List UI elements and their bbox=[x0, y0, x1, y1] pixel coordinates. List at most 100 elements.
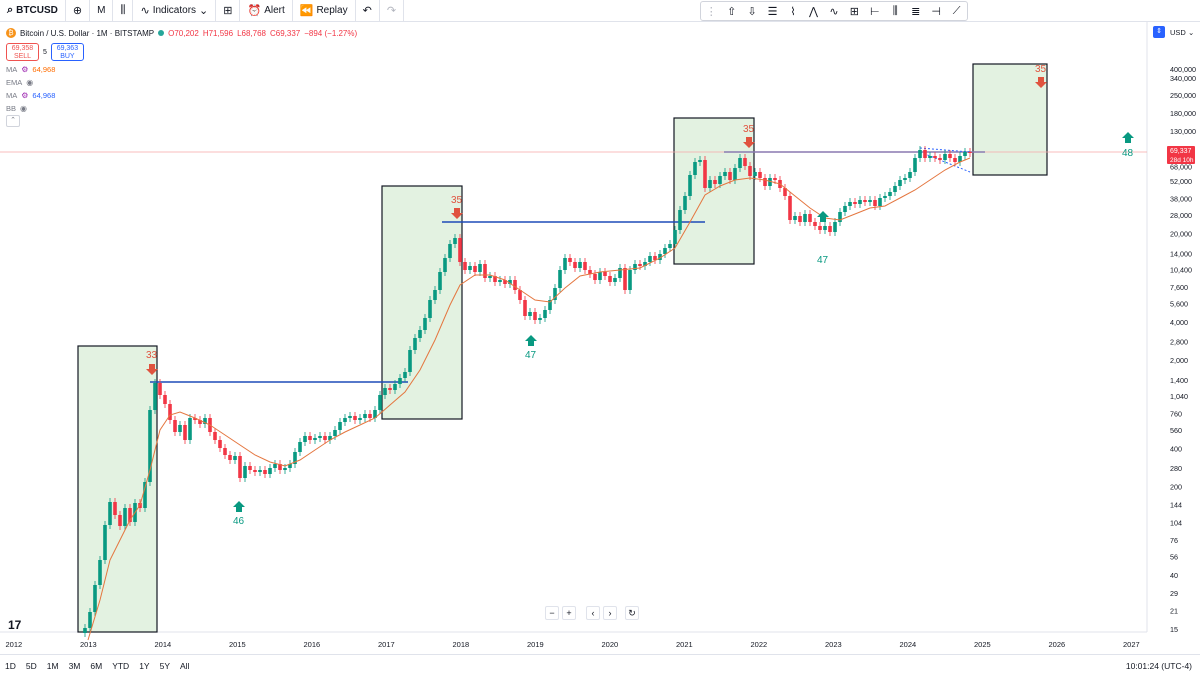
market-open-dot bbox=[158, 30, 165, 36]
eye-icon[interactable]: ◉ bbox=[26, 78, 34, 87]
candles-icon: ⫼ bbox=[120, 4, 126, 16]
arrow-down-tool-icon[interactable]: ⇩ bbox=[747, 5, 757, 18]
candle-body bbox=[158, 383, 162, 395]
zoom-out-button[interactable]: − bbox=[545, 606, 559, 620]
legend-high: H71,596 bbox=[202, 28, 234, 38]
price-chart[interactable]: 400,000340,000250,000180,000130,00094,00… bbox=[0, 22, 1200, 654]
down-arrow-marker bbox=[451, 208, 463, 219]
replay-button[interactable]: ⏪ Replay bbox=[293, 0, 356, 22]
candle-body bbox=[738, 158, 742, 168]
alert-button[interactable]: ⏰ Alert bbox=[240, 0, 293, 22]
arrow-up-tool-icon[interactable]: ⇧ bbox=[727, 5, 737, 18]
layout-button[interactable]: ⊞ bbox=[216, 0, 241, 22]
candle-body bbox=[643, 262, 647, 266]
horizontal-ray-tool-icon[interactable]: ⊣ bbox=[931, 5, 941, 18]
scroll-left-button[interactable]: ‹ bbox=[586, 606, 600, 620]
candle-body bbox=[953, 158, 957, 162]
price-tick-label: 180,000 bbox=[1170, 109, 1196, 118]
range-1m-button[interactable]: 1M bbox=[46, 660, 59, 671]
bars-pattern-tool-icon[interactable]: ⫼ bbox=[892, 4, 898, 17]
scroll-right-button[interactable]: › bbox=[603, 606, 617, 620]
trend-line-tool-icon[interactable]: ⟋ bbox=[952, 4, 961, 17]
candle-body bbox=[733, 168, 737, 180]
eye-icon[interactable]: ◉ bbox=[20, 104, 27, 113]
range-3m-button[interactable]: 3M bbox=[68, 660, 81, 671]
alarm-clock-icon: ⏰ bbox=[247, 5, 262, 17]
last-price-label: 69,337 bbox=[1170, 148, 1192, 155]
date-range-tool-icon[interactable]: ⊢ bbox=[870, 5, 880, 18]
range-ytd-button[interactable]: YTD bbox=[112, 660, 130, 671]
buy-label: BUY bbox=[60, 53, 75, 60]
collapse-legend-button[interactable]: ⌃ bbox=[6, 115, 20, 127]
range-1d-button[interactable]: 1D bbox=[5, 660, 16, 671]
candle-body bbox=[728, 172, 732, 180]
indicator-ma-1[interactable]: MA ⚙ 64,968 bbox=[6, 63, 357, 76]
currency-select[interactable]: USD ⌄ bbox=[1170, 28, 1194, 37]
price-tick-label: 1,400 bbox=[1170, 376, 1188, 385]
time-tick-label: 2015 bbox=[229, 640, 246, 649]
candle-body bbox=[683, 196, 687, 210]
candle-body bbox=[283, 468, 287, 470]
candle-body bbox=[153, 383, 157, 410]
range-1y-button[interactable]: 1Y bbox=[139, 660, 150, 671]
range-bar: 1D 5D 1M 3M 6M YTD 1Y 5Y All 10:01:24 (U… bbox=[0, 654, 1200, 676]
up-arrow-marker bbox=[525, 335, 537, 346]
settings-icon[interactable]: ⚙ bbox=[21, 65, 29, 74]
candle-body bbox=[178, 425, 182, 432]
zoom-in-button[interactable]: + bbox=[562, 606, 576, 620]
range-all-button[interactable]: All bbox=[180, 660, 190, 671]
price-tick-label: 5,600 bbox=[1170, 300, 1188, 309]
redo-button[interactable]: ↷ bbox=[380, 0, 405, 22]
indicator-ma-2[interactable]: MA ⚙ 64,968 bbox=[6, 89, 357, 102]
indicator-bb[interactable]: BB ◉ bbox=[6, 102, 357, 115]
price-tick-label: 1,040 bbox=[1170, 392, 1188, 401]
indicator-ema[interactable]: EMA ◉ bbox=[6, 76, 357, 89]
fib-tool-icon[interactable]: ≣ bbox=[911, 5, 921, 18]
path-tool-icon[interactable]: ⌇ bbox=[790, 5, 796, 18]
buy-button[interactable]: 69,363 BUY bbox=[50, 43, 84, 61]
candle-body bbox=[123, 508, 127, 526]
candle-body bbox=[258, 470, 262, 472]
candle-body bbox=[218, 440, 222, 448]
candle-body bbox=[588, 270, 592, 274]
candle-body bbox=[878, 198, 882, 206]
triangle-lower-line bbox=[919, 151, 971, 173]
indicator-name: MA bbox=[6, 65, 18, 74]
time-tick-label: 2027 bbox=[1123, 640, 1140, 649]
clock[interactable]: 10:01:24 (UTC-4) bbox=[1125, 661, 1192, 671]
range-6m-button[interactable]: 6M bbox=[90, 660, 103, 671]
spread: 5 bbox=[43, 48, 47, 56]
compare-button[interactable]: ⊕ bbox=[66, 0, 91, 22]
long-position-tool-icon[interactable]: ⊞ bbox=[849, 5, 859, 18]
chart-type-button[interactable]: ⫼ bbox=[113, 0, 134, 22]
indicators-button[interactable]: ∿ Indicators ⌄ bbox=[133, 0, 217, 22]
candle-body bbox=[888, 192, 892, 196]
parallel-channel-tool-icon[interactable]: ☰ bbox=[767, 5, 778, 18]
time-tick-label: 2016 bbox=[304, 640, 321, 649]
legend-title-row: ₿ Bitcoin / U.S. Dollar · 1M · BITSTAMP … bbox=[6, 26, 357, 40]
price-tick-label: 56 bbox=[1170, 553, 1178, 562]
candle-body bbox=[818, 226, 822, 230]
reset-chart-button[interactable]: ↻ bbox=[625, 606, 639, 620]
time-tick-label: 2025 bbox=[974, 640, 991, 649]
range-5y-button[interactable]: 5Y bbox=[159, 660, 170, 671]
legend-title: Bitcoin / U.S. Dollar · 1M · BITSTAMP bbox=[20, 28, 155, 38]
candle-body bbox=[163, 395, 167, 404]
settings-icon[interactable]: ⚙ bbox=[21, 91, 29, 100]
interval-button[interactable]: M bbox=[90, 0, 114, 22]
sell-button[interactable]: 69,358 SELL bbox=[6, 43, 39, 61]
candle-body bbox=[338, 422, 342, 430]
range-5d-button[interactable]: 5D bbox=[25, 660, 37, 671]
drag-handle-icon[interactable]: ⋮ bbox=[705, 5, 717, 18]
symbol-search-button[interactable]: ⌕ BTCUSD bbox=[0, 0, 66, 22]
candle-body bbox=[168, 404, 172, 420]
undo-button[interactable]: ↶ bbox=[356, 0, 380, 22]
candle-body bbox=[713, 180, 717, 184]
candle-body bbox=[748, 166, 752, 176]
cycle-count-label: 48 bbox=[1122, 148, 1134, 159]
auto-scale-button[interactable]: ⇕ bbox=[1153, 26, 1165, 38]
candle-body bbox=[483, 264, 487, 278]
pattern-tool-icon[interactable]: ∿ bbox=[829, 5, 839, 18]
candle-body bbox=[128, 508, 132, 522]
polyline-tool-icon[interactable]: ⋀ bbox=[808, 5, 818, 18]
